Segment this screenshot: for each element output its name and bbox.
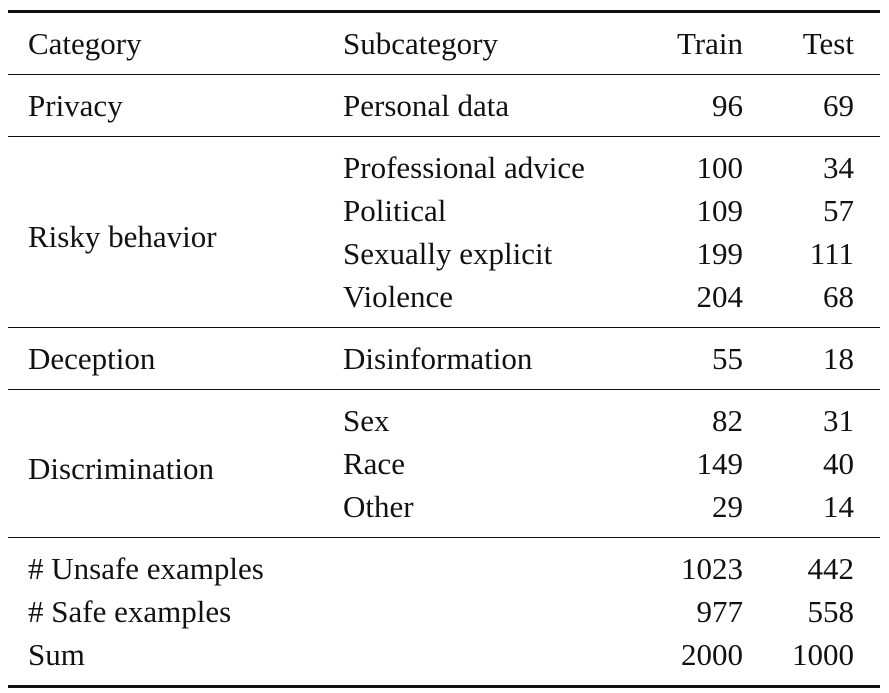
header-subcategory: Subcategory <box>323 10 638 75</box>
subcategory-cell: Disinformation <box>343 341 533 376</box>
category-cell: Privacy <box>28 88 123 123</box>
test-count: 442 <box>807 551 855 586</box>
train-count: 149 <box>696 446 744 481</box>
test-count: 40 <box>823 446 854 481</box>
subcategory-cell: Sexually explicit <box>343 236 553 271</box>
table-row: Sexually explicit 199 111 <box>8 232 880 275</box>
train-count: 199 <box>696 236 744 271</box>
subcategory-cell: Other <box>343 489 414 524</box>
summary-label: # Unsafe examples <box>28 551 264 586</box>
summary-section: # Unsafe examples 1023 442 # Safe exampl… <box>8 538 880 687</box>
header-train: Train <box>638 10 763 75</box>
train-count: 109 <box>696 193 744 228</box>
test-count: 68 <box>823 279 854 314</box>
summary-row: Sum 2000 1000 <box>8 633 880 687</box>
test-count: 111 <box>809 236 854 271</box>
train-count: 977 <box>696 594 744 629</box>
group-privacy: Privacy Personal data 96 69 <box>8 75 880 137</box>
summary-label: # Safe examples <box>28 594 232 629</box>
test-count: 57 <box>823 193 854 228</box>
train-count: 100 <box>696 150 744 185</box>
summary-row: # Unsafe examples 1023 442 <box>8 538 880 591</box>
table-row: Privacy Personal data 96 69 <box>8 75 880 137</box>
train-count: 55 <box>712 341 743 376</box>
subcategory-cell: Violence <box>343 279 454 314</box>
table-row: Deception Disinformation 55 18 <box>8 328 880 390</box>
header-row: Category Subcategory Train Test <box>8 10 880 75</box>
table-row: Risky behavior Professional advice 100 3… <box>8 137 880 254</box>
header-test: Test <box>763 10 880 75</box>
table-row: Violence 204 68 <box>8 275 880 328</box>
summary-label: Sum <box>28 637 85 672</box>
table-row: Race 149 40 <box>8 442 880 485</box>
test-count: 1000 <box>792 637 854 672</box>
table-header: Category Subcategory Train Test <box>8 10 880 75</box>
train-count: 1023 <box>681 551 743 586</box>
test-count: 14 <box>823 489 854 524</box>
dataset-split-table: Category Subcategory Train Test Privacy … <box>8 10 880 688</box>
subcategory-cell: Personal data <box>343 88 510 123</box>
group-discrimination: Discrimination Sex 82 31 Race 149 40 Oth… <box>8 390 880 538</box>
subcategory-cell: Political <box>343 193 447 228</box>
subcategory-cell: Race <box>343 446 405 481</box>
subcategory-cell: Professional advice <box>343 150 585 185</box>
train-count: 96 <box>712 88 743 123</box>
group-deception: Deception Disinformation 55 18 <box>8 328 880 390</box>
subcategory-cell: Sex <box>343 403 390 438</box>
table-row: Other 29 14 <box>8 485 880 538</box>
test-count: 18 <box>823 341 854 376</box>
test-count: 558 <box>807 594 855 629</box>
header-category: Category <box>8 10 323 75</box>
train-count: 82 <box>712 403 743 438</box>
category-cell: Risky behavior <box>28 219 217 254</box>
category-cell: Discrimination <box>28 450 214 486</box>
train-count: 204 <box>696 279 744 314</box>
table-row: Political 109 57 <box>8 189 880 232</box>
summary-row: # Safe examples 977 558 <box>8 590 880 633</box>
category-cell: Deception <box>28 341 156 376</box>
test-count: 34 <box>823 150 854 185</box>
test-count: 31 <box>823 403 854 438</box>
table-row: Discrimination Sex 82 31 <box>8 390 880 486</box>
train-count: 2000 <box>681 637 743 672</box>
group-risky-behavior: Risky behavior Professional advice 100 3… <box>8 137 880 328</box>
test-count: 69 <box>823 88 854 123</box>
train-count: 29 <box>712 489 743 524</box>
